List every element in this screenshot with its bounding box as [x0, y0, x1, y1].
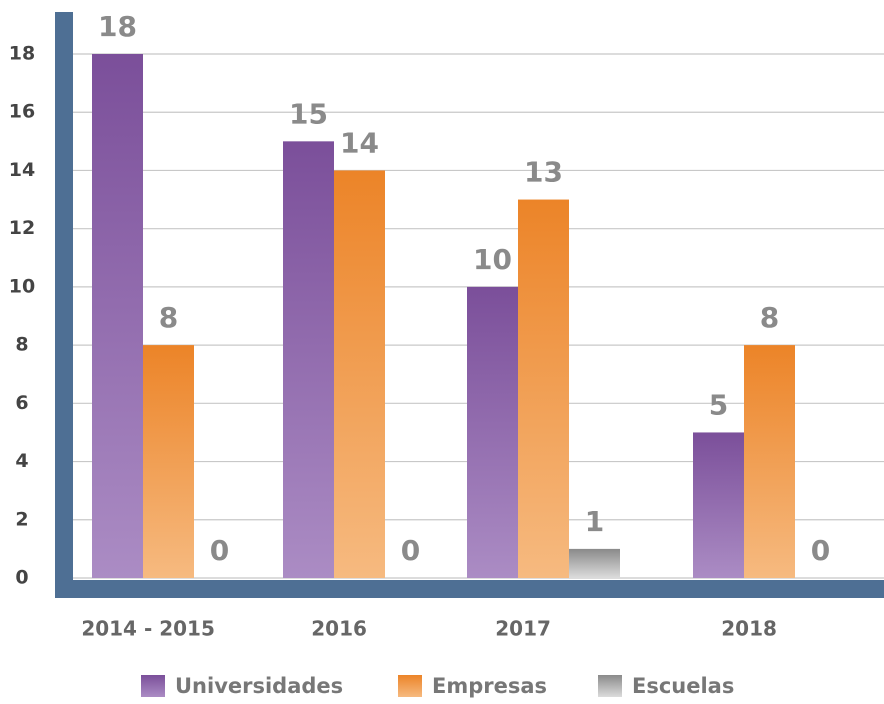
data-label: 10 [473, 243, 512, 276]
bar [334, 170, 385, 578]
y-tick-label: 18 [9, 43, 35, 65]
y-axis [55, 12, 73, 598]
legend-label: Universidades [175, 674, 343, 698]
y-tick-label: 8 [15, 334, 28, 356]
data-label: 0 [401, 534, 420, 567]
data-label: 14 [340, 126, 379, 159]
legend-swatch [598, 675, 622, 697]
x-tick-label: 2018 [721, 617, 777, 641]
y-tick-label: 10 [9, 275, 35, 297]
y-tick-label: 4 [15, 450, 28, 472]
data-label: 13 [524, 156, 563, 189]
y-tick-label: 16 [9, 101, 35, 123]
y-tick-label: 12 [9, 217, 35, 239]
data-label: 18 [98, 10, 137, 43]
data-label: 8 [159, 301, 178, 334]
data-label: 15 [289, 97, 328, 130]
y-tick-label: 6 [15, 392, 28, 414]
legend-label: Escuelas [632, 674, 734, 698]
y-tick-label: 14 [9, 159, 35, 181]
x-tick-label: 2014 - 2015 [81, 617, 215, 641]
data-label: 0 [210, 534, 229, 567]
bar [569, 548, 620, 578]
legend-swatch [141, 675, 165, 697]
bar [92, 54, 143, 578]
x-tick-label: 2017 [495, 617, 551, 641]
y-tick-label: 2 [15, 508, 28, 530]
legend-label: Empresas [432, 674, 547, 698]
legend-swatch [398, 675, 422, 697]
bar [744, 345, 795, 578]
bar [693, 432, 744, 578]
y-tick-label: 0 [15, 567, 28, 589]
data-label: 1 [585, 505, 604, 538]
bar [467, 286, 518, 578]
data-label: 0 [811, 534, 830, 567]
bar [283, 141, 334, 579]
data-label: 5 [709, 388, 728, 421]
x-axis [55, 580, 884, 598]
bar [143, 345, 194, 578]
data-label: 8 [760, 301, 779, 334]
bar [518, 199, 569, 579]
x-tick-label: 2016 [311, 617, 367, 641]
